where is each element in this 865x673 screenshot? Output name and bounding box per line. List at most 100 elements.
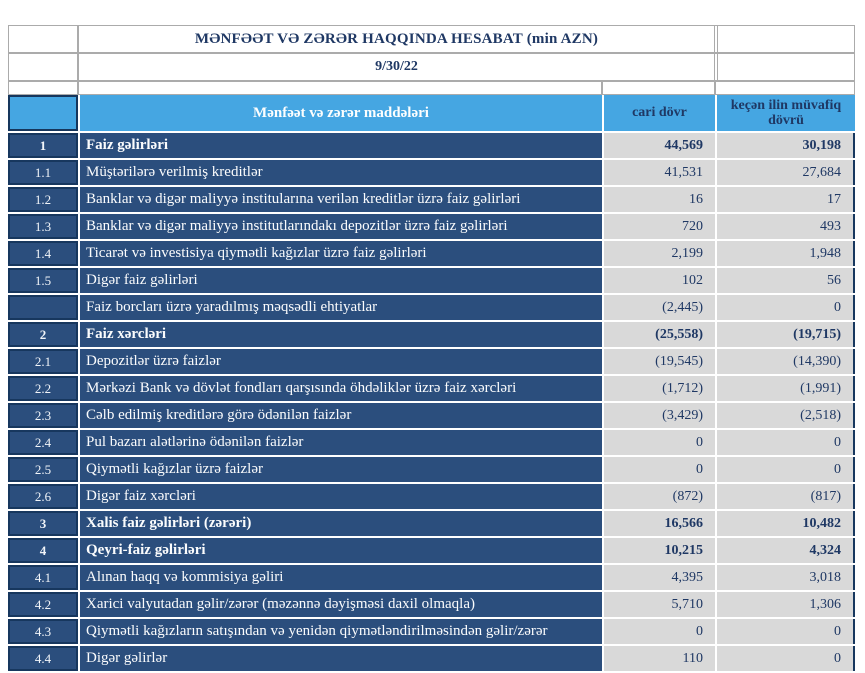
table-row: 4.2 Xarici valyutadan gəlir/zərər (məzənn… [8, 592, 855, 617]
previous-period-value-cell: 3,018 [717, 565, 855, 590]
current-period-value-cell: 0 [604, 457, 715, 482]
row-index-cell: 2.5 [8, 457, 78, 482]
current-period-value-cell: 44,569 [604, 133, 715, 158]
current-period-value-cell: 5,710 [604, 592, 715, 617]
row-index-cell: 1.1 [8, 160, 78, 185]
table-row: 1.5 Digər faiz gəlirləri 102 56 [8, 268, 855, 293]
row-label-cell: Faiz gəlirləri [80, 133, 602, 158]
date-left-empty-cell [8, 53, 78, 81]
date-spacer [715, 53, 717, 81]
previous-period-value-cell: 27,684 [717, 160, 855, 185]
row-label-cell: Xarici valyutadan gəlir/zərər (məzənnə d… [80, 592, 602, 617]
table-row: 2.4 Pul bazarı alətlərinə ödənilən faizlə… [8, 430, 855, 455]
report-title-cell: MƏNFƏƏT VƏ ZƏRƏR HAQQINDA HESABAT (min A… [78, 25, 715, 53]
current-period-value-cell: 4,395 [604, 565, 715, 590]
row-label-cell: Ticarət və investisiya qiymətli kağızlar… [80, 241, 602, 266]
table-row: 4.3 Qiymətli kağızların satışından və yen… [8, 619, 855, 644]
current-period-value-cell: 102 [604, 268, 715, 293]
previous-period-value-cell: 493 [717, 214, 855, 239]
row-label-cell: Mərkəzi Bank və dövlət fondları qarşısın… [80, 376, 602, 401]
current-period-value-cell: 110 [604, 646, 715, 671]
current-period-value-cell: 41,531 [604, 160, 715, 185]
previous-period-value-cell: (1,991) [717, 376, 855, 401]
current-period-value-cell: 2,199 [604, 241, 715, 266]
previous-period-value-cell: 1,306 [717, 592, 855, 617]
row-label-cell: Banklar və digər maliyyə institularına v… [80, 187, 602, 212]
previous-period-value-cell: 4,324 [717, 538, 855, 563]
title-row: MƏNFƏƏT VƏ ZƏRƏR HAQQINDA HESABAT (min A… [8, 25, 855, 53]
row-index-cell [8, 295, 78, 320]
title-left-empty-cell [8, 25, 78, 53]
table-row: 4.1 Alınan haqq və kommisiya gəliri 4,395 3… [8, 565, 855, 590]
title-right-empty-cell [717, 25, 855, 53]
column-header-row: Mənfəət və zərər maddələri cari dövr keç… [8, 95, 855, 131]
previous-period-value-cell: 0 [717, 430, 855, 455]
row-label-cell: Qiymətli kağızlar üzrə faizlər [80, 457, 602, 482]
table-row: Faiz borcları üzrə yaradılmış məqsədli e… [8, 295, 855, 320]
row-index-cell: 4.3 [8, 619, 78, 644]
previous-period-value-cell: 0 [717, 457, 855, 482]
row-index-cell: 4.4 [8, 646, 78, 671]
table-row: 3 Xalis faiz gəlirləri (zərəri) 16,566 10,4… [8, 511, 855, 536]
row-index-cell: 4.1 [8, 565, 78, 590]
current-period-value-cell: 16,566 [604, 511, 715, 536]
row-index-cell: 4.2 [8, 592, 78, 617]
report-title: MƏNFƏƏT VƏ ZƏRƏR HAQQINDA HESABAT (min A… [194, 30, 599, 47]
table-row: 2.6 Digər faiz xərcləri (872) (817) [8, 484, 855, 509]
row-index-cell: 2.2 [8, 376, 78, 401]
current-period-value-cell: 10,215 [604, 538, 715, 563]
current-period-value-cell: (872) [604, 484, 715, 509]
table-row: 2.2 Mərkəzi Bank və dövlət fondları qarşı… [8, 376, 855, 401]
previous-period-value-cell: (2,518) [717, 403, 855, 428]
row-index-cell: 3 [8, 511, 78, 536]
current-period-value-cell: (25,558) [604, 322, 715, 347]
table-row: 4.4 Digər gəlirlər 110 0 [8, 646, 855, 671]
row-label-cell: Banklar və digər maliyyə institutlarında… [80, 214, 602, 239]
row-index-cell: 4 [8, 538, 78, 563]
row-label-cell: Faiz xərcləri [80, 322, 602, 347]
row-label-cell: Qiymətli kağızların satışından və yenidə… [80, 619, 602, 644]
table-body: 1 Faiz gəlirləri 44,569 30,198 1.1 Müştərilər… [8, 133, 855, 671]
table-row: 2 Faiz xərcləri (25,558) (19,715) [8, 322, 855, 347]
row-index-cell: 2 [8, 322, 78, 347]
table-row: 4 Qeyri-faiz gəlirləri 10,215 4,324 [8, 538, 855, 563]
row-index-cell: 1 [8, 133, 78, 158]
current-period-value-cell: (2,445) [604, 295, 715, 320]
current-period-value-cell: (19,545) [604, 349, 715, 374]
current-period-value-cell: 16 [604, 187, 715, 212]
previous-period-value-cell: (14,390) [717, 349, 855, 374]
row-label-cell: Digər faiz xərcləri [80, 484, 602, 509]
row-index-cell: 1.4 [8, 241, 78, 266]
table-row: 1.3 Banklar və digər maliyyə institutları… [8, 214, 855, 239]
current-period-value-cell: 0 [604, 430, 715, 455]
previous-period-value-cell: 0 [717, 619, 855, 644]
report-date: 9/30/22 [375, 59, 418, 74]
current-period-value-cell: 0 [604, 619, 715, 644]
items-column-header: Mənfəət və zərər maddələri [80, 95, 602, 131]
row-label-cell: Pul bazarı alətlərinə ödənilən faizlər [80, 430, 602, 455]
row-label-cell: Digər gəlirlər [80, 646, 602, 671]
row-label-cell: Digər faiz gəlirləri [80, 268, 602, 293]
index-header-cell [8, 95, 78, 131]
report-date-cell: 9/30/22 [78, 53, 715, 81]
table-row: 1.4 Ticarət və investisiya qiymətli kağız… [8, 241, 855, 266]
previous-period-value-cell: 0 [717, 295, 855, 320]
previous-period-value-cell: (19,715) [717, 322, 855, 347]
table-row: 2.5 Qiymətli kağızlar üzrə faizlər 0 0 [8, 457, 855, 482]
row-label-cell: Alınan haqq və kommisiya gəliri [80, 565, 602, 590]
previous-period-value-cell: 56 [717, 268, 855, 293]
table-row: 1.2 Banklar və digər maliyyə instituların… [8, 187, 855, 212]
title-spacer [715, 25, 717, 53]
table-row: 1.1 Müştərilərə verilmiş kreditlər 41,531 2… [8, 160, 855, 185]
row-label-cell: Qeyri-faiz gəlirləri [80, 538, 602, 563]
row-index-cell: 1.2 [8, 187, 78, 212]
current-period-value-cell: 720 [604, 214, 715, 239]
table-row: 2.1 Depozitlər üzrə faizlər (19,545) (14,39… [8, 349, 855, 374]
previous-period-value-cell: (817) [717, 484, 855, 509]
date-right-empty-cell [717, 53, 855, 81]
previous-period-value-cell: 10,482 [717, 511, 855, 536]
previous-period-column-header: keçən ilin müvafiq dövrü [717, 95, 855, 131]
current-period-value-cell: (3,429) [604, 403, 715, 428]
row-index-cell: 1.5 [8, 268, 78, 293]
previous-period-value-cell: 0 [717, 646, 855, 671]
